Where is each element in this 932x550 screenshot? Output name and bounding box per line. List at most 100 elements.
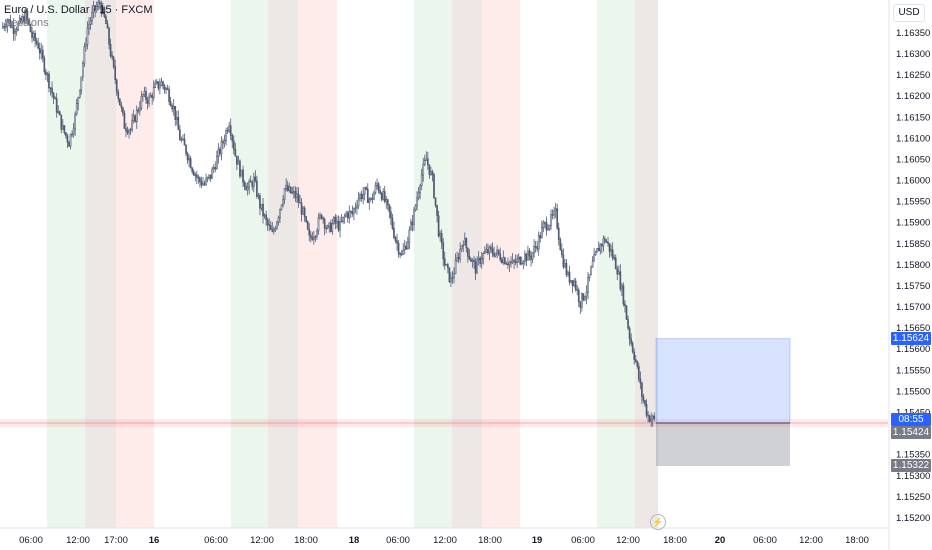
candle-body [109,43,112,56]
candle-body [305,216,308,222]
time-tick-label: 06:00 [753,535,777,546]
candle-body [257,195,260,197]
candle-body [145,90,147,101]
candle-body [89,20,92,25]
indicator-sessions-label[interactable]: Sessions [4,17,49,29]
candle-body [522,261,525,264]
candle-body [186,153,189,161]
candle-body [336,220,338,224]
candle-body [641,382,643,398]
candle-body [306,221,309,230]
lightning-icon[interactable]: ⚡ [650,514,666,530]
candle-body [514,261,517,263]
candle-body [117,91,120,99]
candle-body [95,6,98,11]
candle-body [516,258,519,263]
time-tick-label: 12:00 [799,535,823,546]
candle-body [490,246,492,249]
candle-body [564,263,566,268]
price-tick-label: 1.15800 [896,260,930,271]
candle-body [340,220,343,223]
candle-body [78,89,81,98]
symbol-title[interactable]: Euro / U.S. Dollar · 15 · FXCM [4,4,153,16]
candle-body [614,257,617,270]
session-band-new-york [482,0,520,528]
price-tick-label: 1.15650 [896,323,930,334]
candle-body [118,98,121,106]
candle-body [289,186,292,194]
candle-body [122,107,124,114]
candle-body [15,29,18,32]
currency-button[interactable]: USD [893,4,925,22]
candle-body [149,95,152,98]
candle-body [436,204,438,216]
candle-body [234,149,237,157]
time-tick-label: 20 [715,535,726,546]
candle-body [651,415,654,420]
entry-band [0,418,888,427]
candle-body [380,193,383,200]
candle-body [579,301,582,308]
candle-body [203,183,206,185]
candle-body [137,109,140,112]
candle-body [91,11,93,22]
candle-body [648,415,651,422]
candle-body [108,27,110,45]
candle-body [585,292,588,298]
candle-body [613,257,616,259]
candle-body [217,148,220,157]
candle-body [72,128,75,135]
price-tick-label: 1.16000 [896,176,930,187]
candle-body [282,199,284,206]
candle-body [229,125,232,136]
candle-body [174,106,177,120]
candle-body [601,244,603,247]
candle-body [325,227,328,230]
candle-body [175,116,178,120]
candle-body [510,261,512,264]
candle-body [63,125,66,133]
candle-body [571,280,574,286]
candle-body [168,89,170,102]
candle-body [231,134,234,142]
candle-body [345,212,348,217]
candle-body [92,5,95,13]
candle-body [433,174,435,199]
candle-body [272,229,275,232]
price-tick-label: 1.15850 [896,239,930,250]
price-tick-label: 1.16150 [896,112,930,123]
candle-body [637,365,640,380]
candle-body [397,242,400,254]
price-tick-label: 1.16200 [896,91,930,102]
candle-body [333,216,335,224]
time-tick-label: 18:00 [845,535,869,546]
position-tool[interactable] [0,338,888,466]
candle-body [470,258,472,262]
candle-body [346,212,349,219]
candle-body [625,305,628,320]
candle-body [650,418,652,422]
candle-body [260,203,263,209]
candle-body [132,115,135,121]
candle-body [82,63,84,78]
candle-body [316,230,318,237]
candle-body [152,87,155,99]
time-tick-label: 06:00 [571,535,595,546]
candle-body [134,115,137,122]
candle-body [263,214,266,217]
candle-body [593,254,596,262]
candle-body [211,168,214,179]
candle-body [313,236,315,240]
candle-body [166,88,169,90]
candle-body [356,205,358,209]
candle-body [246,187,249,191]
candle-body [337,220,340,231]
candle-body [554,208,557,212]
candle-body [291,191,294,194]
candle-body [568,271,571,283]
candle-body [460,245,463,250]
chart-legend[interactable]: Euro / U.S. Dollar · 15 · FXCM Sessions [4,4,153,30]
candle-body [236,155,238,165]
